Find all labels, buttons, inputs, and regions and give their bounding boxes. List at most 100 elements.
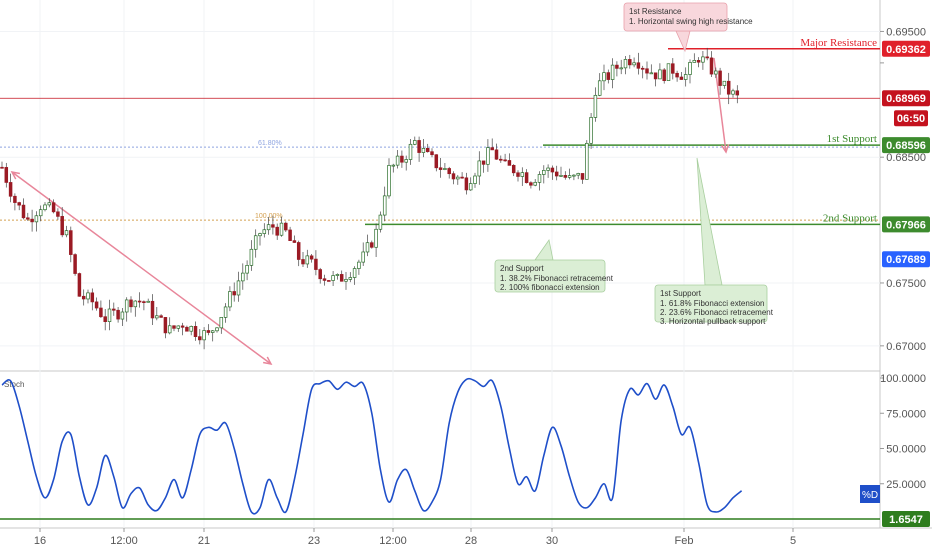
callout-support1-title: 1st Support <box>660 289 702 298</box>
candle-body <box>21 204 26 219</box>
stoch-pane: Stoch %D <box>0 377 880 520</box>
price-tag-1: 0.68969 <box>886 93 926 105</box>
price-axis[interactable]: 0.69500 0.68500 0.67500 0.67000 100.0000 75.0… <box>880 26 926 491</box>
candle-body <box>279 222 284 236</box>
candle-body <box>589 117 593 144</box>
candle-body <box>443 168 447 170</box>
candle-body <box>447 168 451 175</box>
candles <box>0 47 740 350</box>
candle-body <box>322 278 327 281</box>
candle-body <box>4 167 9 183</box>
candle-body <box>688 62 692 75</box>
candle-body <box>464 177 469 191</box>
candle-body <box>275 226 279 236</box>
level-name: 2nd Support <box>823 212 877 224</box>
candle-body <box>421 147 426 153</box>
candle-body <box>339 274 344 282</box>
candle-body <box>391 164 396 167</box>
candle-body <box>675 72 679 78</box>
fib-label: 100.00% <box>255 213 283 220</box>
candle-body <box>705 56 709 59</box>
candle-body <box>503 159 507 162</box>
time-tick-label: 28 <box>465 535 477 547</box>
price-tag-0-bg <box>882 40 930 57</box>
downtrend-arrow-head <box>263 356 273 366</box>
candle-body <box>524 172 529 184</box>
candle-body <box>309 255 314 260</box>
candle-body <box>86 292 90 300</box>
candle-body <box>726 80 731 95</box>
candle-body <box>649 72 654 75</box>
stoch-level-tag: 1.6547 <box>889 514 923 526</box>
candle-body <box>318 269 322 280</box>
level-name: Major Resistance <box>800 37 877 49</box>
candle-body <box>344 279 348 282</box>
candle-body <box>370 242 374 248</box>
candle-body <box>331 275 335 281</box>
candle-body <box>572 174 576 177</box>
callout-resistance-title: 1st Resistance <box>629 7 682 16</box>
candle-body <box>228 291 232 308</box>
candle-body <box>701 56 705 63</box>
callout-support2-title: 2nd Support <box>500 264 544 273</box>
callout-support2-line: 1. 38.2% Fibonacci retracement <box>500 274 614 283</box>
projection-arrow-head <box>721 144 730 154</box>
candle-body <box>477 160 482 177</box>
candle-body <box>580 173 585 180</box>
candle-body <box>468 183 473 191</box>
candle-body <box>400 155 404 163</box>
time-tick-label: 12:00 <box>110 535 138 547</box>
candle-body <box>662 69 666 81</box>
candle-body <box>645 68 649 74</box>
candle-body <box>60 216 64 236</box>
candle-body <box>387 165 391 197</box>
candle-body <box>301 259 305 265</box>
candle-body <box>56 211 60 217</box>
candle-body <box>215 327 219 332</box>
grid <box>0 0 880 528</box>
candle-body <box>210 330 215 333</box>
candle-body <box>185 326 189 332</box>
candle-body <box>314 258 318 270</box>
candle-body <box>632 62 636 66</box>
candle-body <box>30 218 34 223</box>
time-tick-label: Feb <box>675 535 694 547</box>
candle-body <box>460 176 464 179</box>
time-tick-label: 16 <box>34 535 46 547</box>
stoch-tick-label: 25.0000 <box>886 479 926 491</box>
candle-body <box>434 154 439 169</box>
candle-body <box>198 336 202 341</box>
candle-body <box>17 202 21 206</box>
time-axis[interactable]: 16 12:00 21 23 12:00 28 30 Feb 5 <box>34 528 796 547</box>
price-tag-2-bg <box>882 137 930 154</box>
candle-body <box>266 224 271 231</box>
candle-body <box>606 72 611 80</box>
stoch-tick-label: 75.0000 <box>886 408 926 420</box>
stoch-tick-label: 100.0000 <box>880 373 926 385</box>
candle-body <box>413 140 417 145</box>
candle-body <box>636 62 641 69</box>
candle-body <box>335 274 340 276</box>
candle-body <box>99 307 103 318</box>
candle-body <box>0 166 4 169</box>
stoch-level-tag-bg <box>882 511 930 527</box>
candle-body <box>408 143 413 160</box>
callout-support1-line: 2. 23.6% Fibonacci retracement <box>660 308 774 317</box>
callout-resistance <box>623 2 728 32</box>
candle-body <box>722 80 727 86</box>
candle-body <box>567 175 572 178</box>
candle-body <box>112 308 116 311</box>
candle-body <box>137 300 142 303</box>
stoch-series-tag <box>860 485 880 503</box>
candle-body <box>352 268 357 278</box>
candle-body <box>288 229 292 241</box>
candle-body <box>180 325 185 328</box>
candle-body <box>107 308 112 322</box>
candle-body <box>585 142 589 180</box>
candle-body <box>382 195 387 216</box>
candle-body <box>142 301 146 304</box>
level-name: 1st Support <box>827 133 877 145</box>
candle-body <box>232 291 236 296</box>
candle-body <box>559 175 563 177</box>
stoch-series-line <box>1 377 743 515</box>
